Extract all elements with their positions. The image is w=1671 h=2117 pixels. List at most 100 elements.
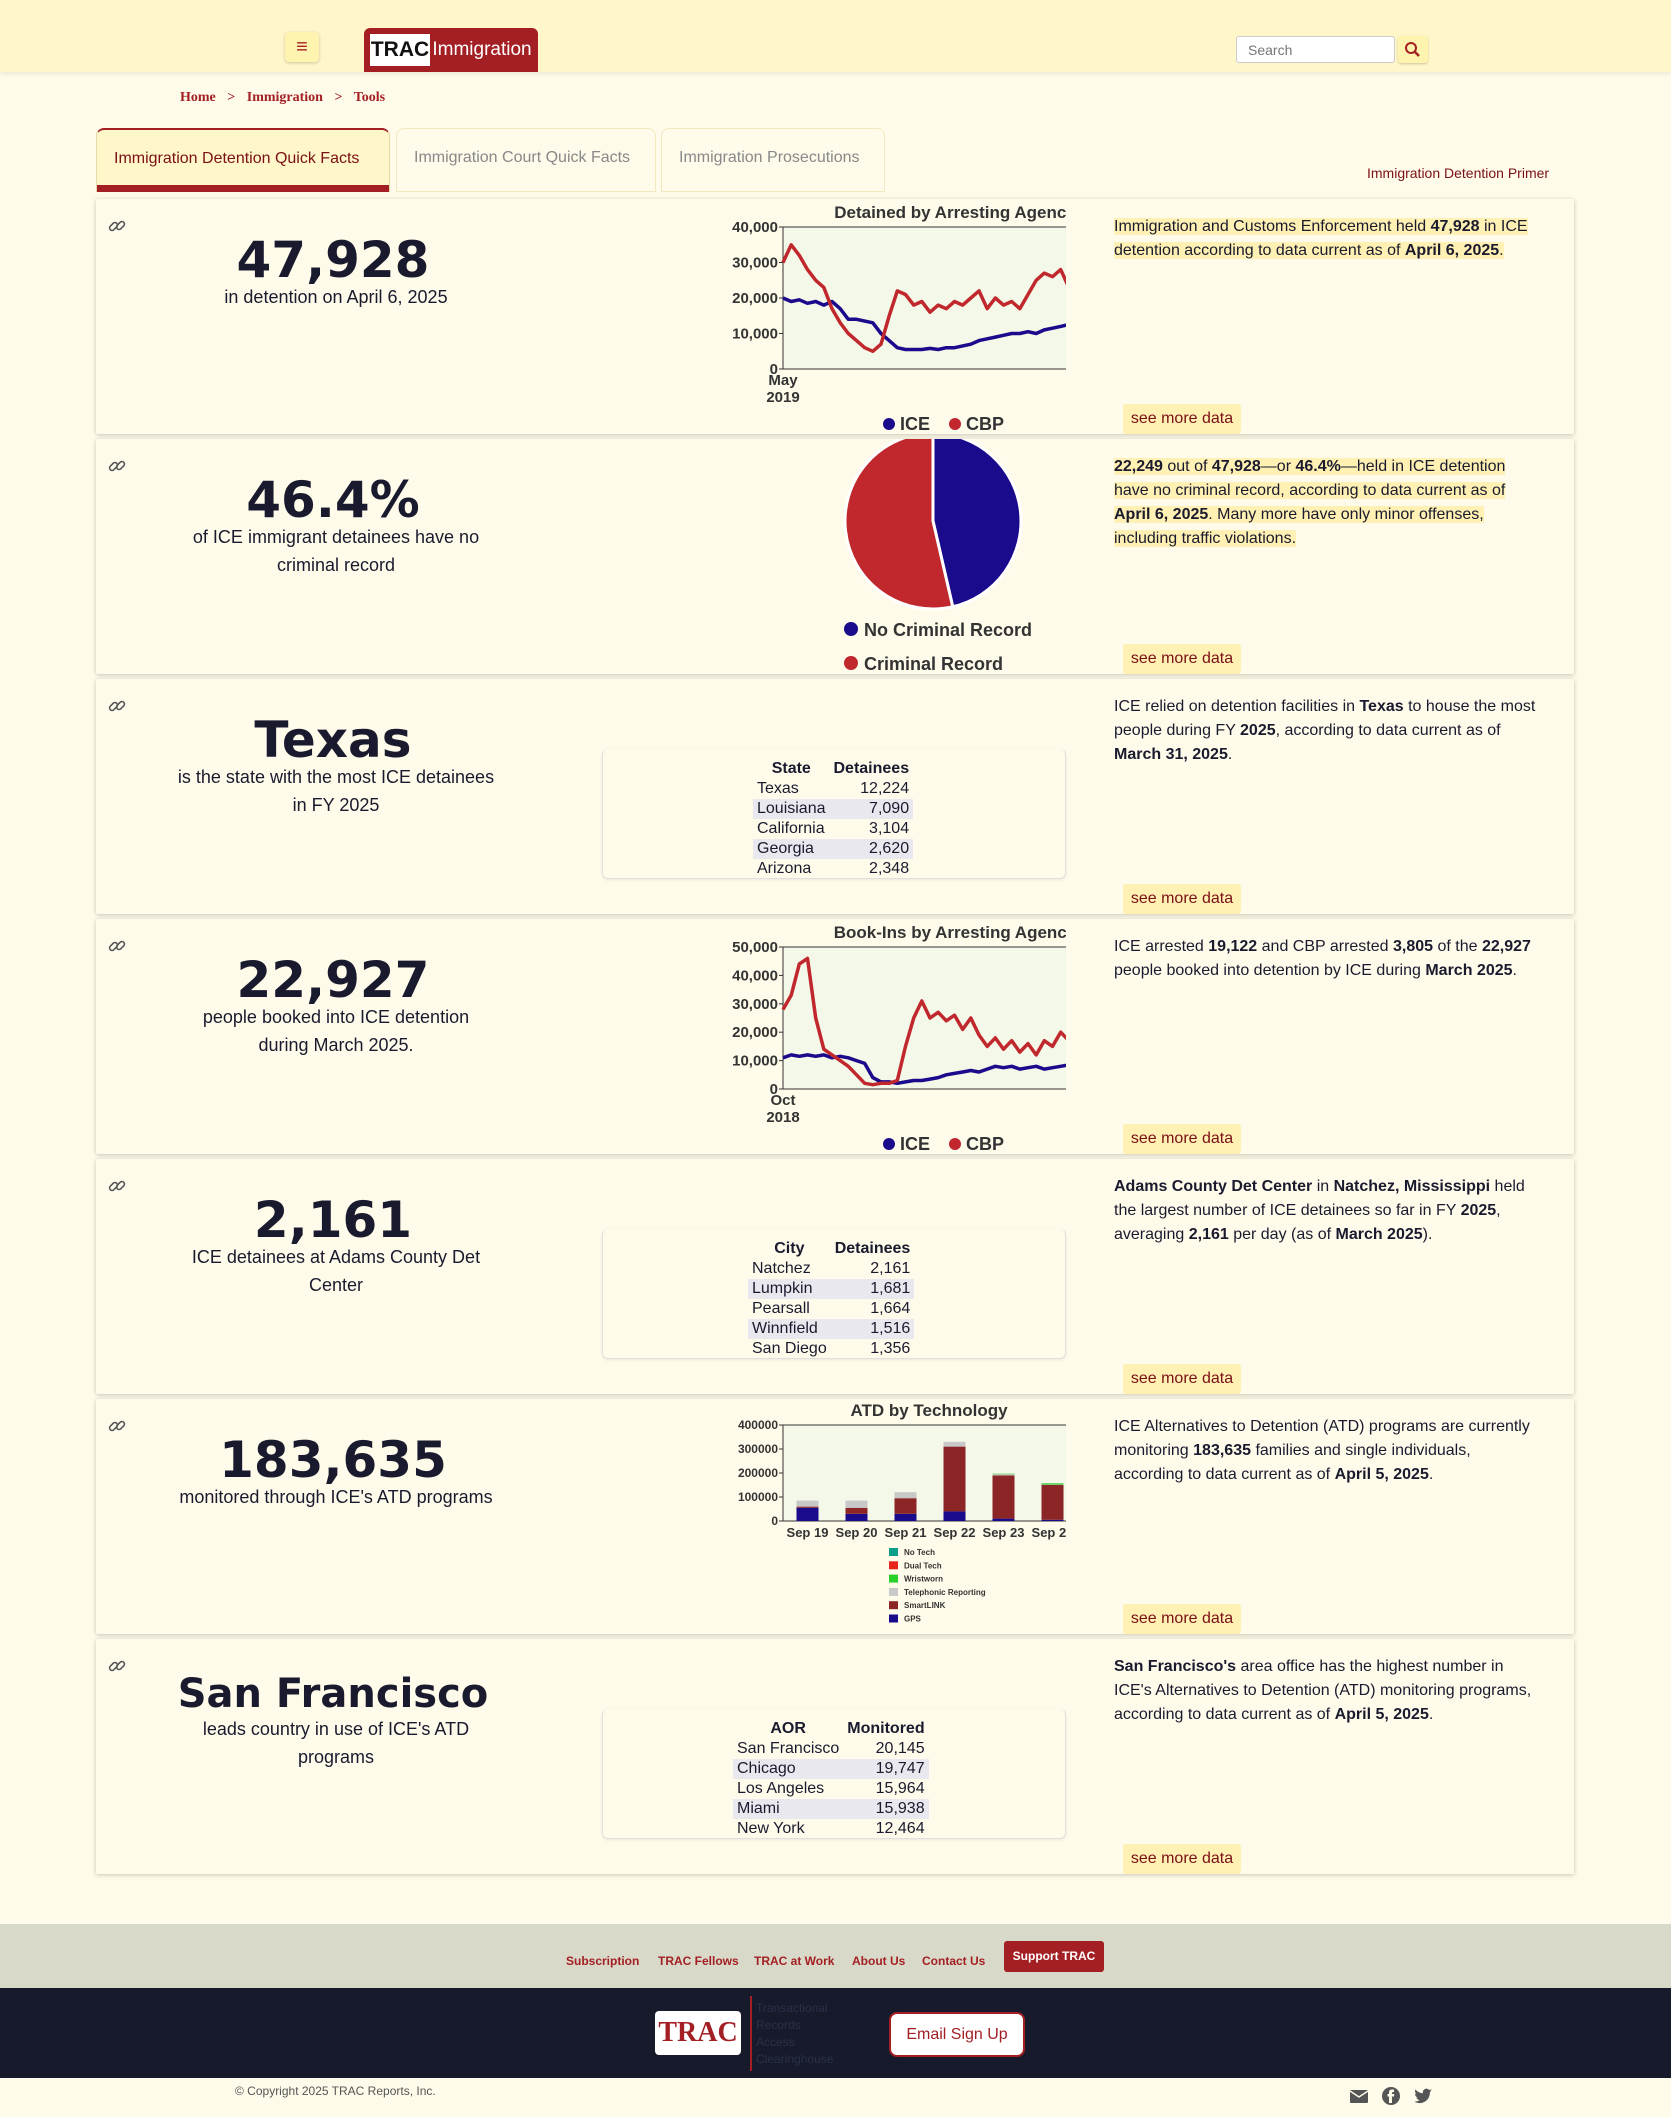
bar-segment (796, 1500, 819, 1507)
x-tick-label: Oct (770, 1092, 795, 1109)
email-icon[interactable] (1349, 2086, 1369, 2106)
link-icon[interactable] (106, 455, 128, 477)
link-icon[interactable] (106, 215, 128, 237)
legend-marker (889, 1587, 898, 1596)
bar-segment (943, 1511, 966, 1521)
book-ins-by-agency-chart: Book-Ins by Arresting Agency 0 10,000 20,00… (732, 923, 1066, 1154)
table-header: Monitored (847, 1720, 925, 1737)
table-cell: Los Angeles (737, 1780, 825, 1797)
table-cell: 1,356 (870, 1340, 911, 1357)
link-icon[interactable] (106, 1655, 128, 1677)
legend-marker (889, 1601, 898, 1610)
table-cell: Louisiana (753, 799, 830, 819)
legend-label: ICE (900, 414, 930, 434)
x-tick-label: Sep 20 (836, 1525, 878, 1540)
fact-description: of ICE immigrant detainees have no crimi… (192, 527, 480, 575)
pie-slice (931, 439, 1023, 609)
bar-segment (943, 1446, 966, 1512)
bar-segment (845, 1500, 868, 1508)
table-header: State (771, 760, 811, 777)
footer-link-contact[interactable]: Contact Us (922, 1954, 986, 1968)
logo-immigration-text: Immigration (432, 39, 532, 60)
series-line-cbp (781, 956, 1066, 1087)
see-more-data-button[interactable]: see more data (1123, 884, 1241, 914)
footer-nav: Subscription TRAC Fellows TRAC at Work A… (0, 1924, 1671, 1988)
plot-area (782, 1424, 1066, 1522)
bar-segment (845, 1507, 868, 1514)
email-signup-button[interactable]: Email Sign Up (889, 2012, 1025, 2057)
table-cell: 2,348 (869, 860, 910, 877)
state-detainees-table: State Detainees Texas 12,224 Louisiana 7,09… (753, 759, 914, 879)
support-trac-button[interactable]: Support TRAC (1004, 1941, 1104, 1972)
table-cell: Pearsall (752, 1300, 810, 1317)
y-tick-label: 30,000 (732, 255, 778, 272)
table-header: AOR (770, 1720, 806, 1737)
see-more-data-button[interactable]: see more data (1123, 404, 1241, 434)
footer-link-at-work[interactable]: TRAC at Work (754, 1954, 835, 1968)
fact-description: leads country in use of ICE's ATD progra… (202, 1719, 470, 1767)
aor-monitored-table: AOR Monitored San Francisco 20,145 Chicago… (733, 1719, 929, 1839)
twitter-icon[interactable] (1413, 2086, 1433, 2106)
search-input[interactable] (1236, 36, 1395, 63)
table-cell: 3,104 (869, 820, 910, 837)
table-cell: 7,090 (829, 799, 914, 819)
breadcrumb-immigration[interactable]: Immigration (246, 90, 323, 105)
search-button[interactable] (1398, 36, 1428, 63)
bar-segment (796, 1506, 819, 1508)
footer-link-fellows[interactable]: TRAC Fellows (658, 1954, 739, 1968)
facebook-icon[interactable] (1381, 2086, 1401, 2106)
fact-big-number: 2,161 (253, 1191, 413, 1249)
detention-primer-link[interactable]: Immigration Detention Primer (1367, 165, 1550, 181)
link-icon[interactable] (106, 935, 128, 957)
see-more-data-button[interactable]: see more data (1123, 644, 1241, 674)
legend-label: CBP (966, 1134, 1004, 1154)
legend-label: ICE (900, 1134, 930, 1154)
x-tick-label: Sep 24 (1032, 1525, 1066, 1540)
hamburger-menu-button[interactable]: ≡ (285, 32, 319, 62)
footer-link-subscription[interactable]: Subscription (566, 1954, 640, 1968)
tab-prosecutions[interactable]: Immigration Prosecutions (661, 128, 885, 192)
chart-title: Book-Ins by Arresting Agency (834, 923, 1066, 942)
legend-label: SmartLINK (904, 1601, 946, 1610)
table-cell: Chicago (733, 1759, 844, 1779)
footer-link-about[interactable]: About Us (852, 1954, 906, 1968)
y-tick-label: 30,000 (732, 996, 778, 1013)
y-tick-label: 0 (770, 361, 778, 378)
table-cell: 12,224 (860, 780, 910, 797)
trac-immigration-logo[interactable]: TRAC Immigration (364, 28, 538, 72)
tab-detention-quick-facts[interactable]: Immigration Detention Quick Facts (96, 128, 390, 192)
fact-big-number: Texas (254, 711, 412, 769)
see-more-data-button[interactable]: see more data (1123, 1364, 1241, 1394)
footer-brand: TRAC Transactional Records Access Cleari… (0, 1988, 1671, 2078)
see-more-data-button[interactable]: see more data (1123, 1604, 1241, 1634)
logo-trac-text: TRAC (370, 34, 430, 66)
bar-segment (992, 1518, 1015, 1521)
x-tick-label: 2019 (766, 389, 799, 406)
table-cell: Winnfield (748, 1319, 831, 1339)
fact-big-number: 22,927 (236, 951, 430, 1009)
table-header: City (774, 1240, 805, 1257)
y-tick-label: 50,000 (732, 939, 778, 956)
table-cell: 15,964 (875, 1780, 925, 1797)
table-cell: 19,747 (843, 1759, 929, 1779)
footer-trac-logo[interactable]: TRAC (655, 2011, 741, 2055)
table-header: Detainees (833, 760, 910, 777)
link-icon[interactable] (106, 695, 128, 717)
see-more-data-button[interactable]: see more data (1123, 1844, 1241, 1874)
tab-court-quick-facts[interactable]: Immigration Court Quick Facts (396, 128, 656, 192)
y-tick-label: 300000 (738, 1442, 778, 1456)
y-tick-label: 10,000 (732, 326, 778, 343)
see-more-data-button[interactable]: see more data (1123, 1124, 1241, 1154)
fact-big-number: San Francisco (177, 1671, 489, 1717)
link-icon[interactable] (106, 1415, 128, 1437)
breadcrumb-tools[interactable]: Tools (353, 90, 386, 105)
legend-marker (844, 656, 858, 670)
state-table-panel: State Detainees Texas 12,224 Louisiana 7,09… (602, 749, 1066, 879)
link-icon[interactable] (106, 1175, 128, 1197)
breadcrumb-separator: > (334, 90, 343, 105)
x-tick-label: Sep 22 (934, 1525, 976, 1540)
breadcrumb-home[interactable]: Home (180, 90, 216, 105)
bar-segment (894, 1513, 917, 1521)
copyright: © Copyright 2025 TRAC Reports, Inc. (235, 2084, 436, 2098)
legend-marker (949, 418, 961, 430)
